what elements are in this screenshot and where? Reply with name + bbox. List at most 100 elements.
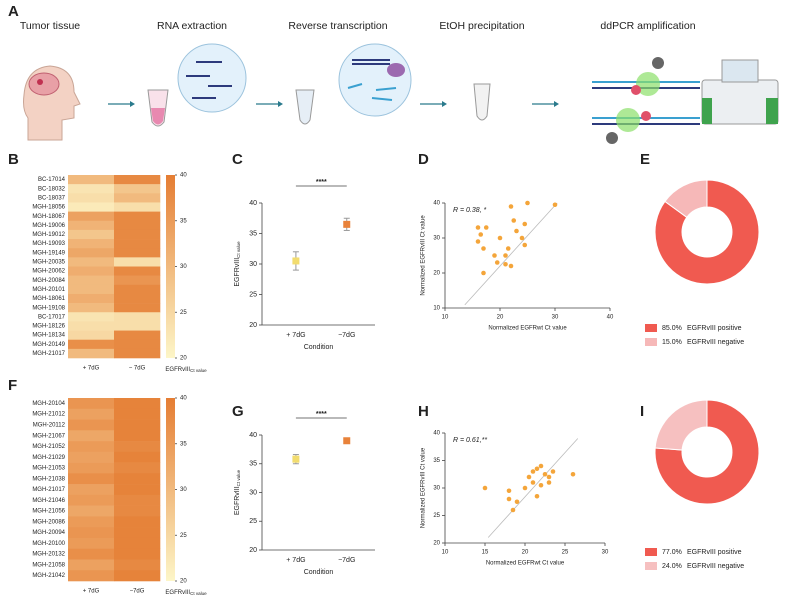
heat-cell	[114, 175, 161, 185]
legend-name: EGFRvIII positive	[687, 549, 742, 556]
col-label: −7dG	[130, 589, 145, 595]
heat-cell	[114, 441, 161, 453]
x-tick-label: −7dG	[338, 557, 355, 564]
point	[519, 235, 525, 241]
heat-cell	[68, 419, 115, 431]
colorbar-tick-label: 40	[180, 396, 187, 402]
row-label: MGH-21052	[32, 444, 65, 450]
row-label: BC-18037	[38, 195, 66, 201]
point	[538, 482, 544, 488]
y-tick-label: 20	[433, 271, 440, 277]
heat-cell	[114, 398, 161, 410]
row-label: MGH-21012	[32, 412, 65, 418]
row-label: MGH-18126	[32, 324, 65, 330]
point	[542, 471, 548, 477]
row-label: BC-17014	[38, 177, 66, 183]
heat-cell	[68, 275, 115, 286]
point	[343, 220, 351, 228]
row-label: MGH-21029	[32, 455, 65, 461]
point	[483, 225, 489, 230]
heat-cell	[68, 211, 115, 222]
heat-cell	[114, 473, 161, 485]
row-label: MGH-20112	[33, 422, 66, 428]
legend-value: 85.0%	[662, 325, 682, 332]
heat-cell	[114, 339, 161, 350]
x-axis-label: Condition	[304, 569, 334, 576]
heat-cell	[114, 229, 161, 240]
heat-cell	[68, 330, 115, 340]
panel-letter: E	[640, 151, 650, 168]
point	[492, 253, 497, 258]
y-axis-label-main: EGFRvIII	[234, 258, 241, 287]
point	[503, 253, 508, 258]
step-title: Tumor tissue	[20, 20, 80, 32]
donut-slice	[654, 179, 760, 285]
donut-slice	[654, 399, 708, 451]
heat-cell	[68, 537, 115, 550]
colorbar-tick-label: 25	[180, 310, 187, 316]
row-label: MGH-18056	[32, 205, 65, 211]
point	[511, 218, 517, 223]
heat-cell	[114, 211, 161, 222]
panel-letter: F	[8, 377, 17, 394]
regression-line	[464, 202, 558, 306]
legend-swatch	[645, 324, 657, 332]
point	[538, 463, 544, 469]
point	[525, 200, 530, 206]
point	[475, 239, 481, 244]
heat-cell	[68, 220, 115, 231]
row-label: MGH-20104	[32, 401, 65, 407]
legend-value: 24.0%	[662, 563, 682, 570]
heat-cell	[114, 193, 161, 203]
step-title: RNA extraction	[157, 20, 227, 32]
heat-cell	[68, 339, 115, 350]
heat-cell	[68, 494, 115, 506]
point	[550, 469, 556, 474]
colorbar-label-sub: Ct value	[190, 368, 207, 373]
colorbar-label-text: EGFRvIIICt value	[165, 367, 207, 374]
point	[530, 480, 536, 485]
heat-cell	[68, 441, 115, 453]
heat-cell	[68, 484, 115, 496]
col-label: − 7dG	[129, 366, 146, 372]
heat-cell	[114, 462, 161, 474]
row-label: MGH-21046	[32, 498, 65, 504]
row-label: BC-18032	[38, 186, 66, 192]
heat-cell	[68, 548, 115, 560]
point	[481, 270, 486, 276]
colorbar-tick-label: 30	[180, 487, 187, 493]
x-tick-label: + 7dG	[286, 332, 305, 339]
y-axis-label: Normalized EGFRvIII Ct value	[421, 215, 427, 296]
heat-cell	[68, 266, 115, 276]
panel-letter: C	[232, 151, 243, 168]
heat-cell	[68, 175, 115, 185]
x-tick-label: 30	[602, 550, 609, 556]
heat-cell	[68, 303, 115, 313]
x-tick-label: 10	[442, 550, 449, 556]
regression-line	[487, 438, 579, 538]
point	[526, 474, 532, 480]
colorbar-label-text: EGFRvIIICt value	[165, 590, 207, 597]
heat-cell	[68, 408, 115, 420]
heat-cell	[114, 248, 161, 258]
y-tick-label: 35	[249, 461, 257, 468]
colorbar-label: EGFRvIIICt value	[165, 367, 207, 374]
x-axis-label: Normalized EGFRwt Ct value	[488, 326, 567, 332]
y-tick-label: 30	[433, 236, 440, 242]
y-axis-label-sub: Ct value	[236, 241, 241, 258]
x-tick-label: 15	[482, 550, 489, 556]
step-title: ddPCR amplification	[600, 20, 695, 32]
row-label: BC-17017	[38, 314, 66, 320]
colorbar-tick-label: 35	[180, 218, 187, 224]
panel-letter: D	[418, 151, 429, 168]
heat-cell	[114, 451, 161, 463]
y-axis-label-sub: Ct value	[236, 469, 241, 486]
point	[514, 499, 520, 505]
row-label: MGH-18061	[32, 296, 65, 302]
point	[292, 257, 300, 265]
point	[497, 235, 503, 241]
colorbar-tick-label: 20	[180, 579, 187, 585]
point	[494, 260, 500, 265]
y-tick-label: 40	[433, 431, 440, 437]
heat-cell	[114, 516, 161, 528]
